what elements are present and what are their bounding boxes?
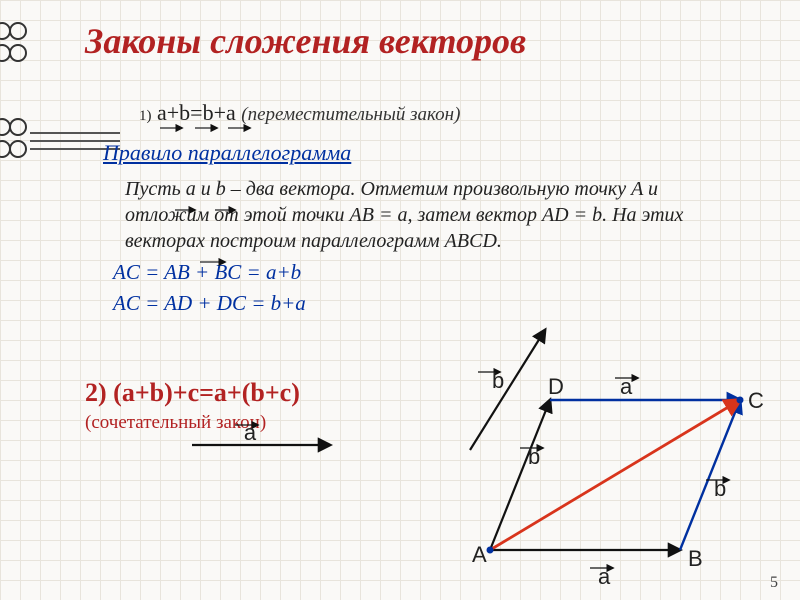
law1-line: 1) a+b=b+a (переместительный закон) [139, 100, 760, 126]
law2-name: (сочетательный закон) [85, 412, 760, 434]
description-text: Пусть a и b – два вектора. Отметим произ… [125, 176, 685, 254]
law1-name: (переместительный закон) [241, 104, 460, 125]
law1-formula: a+b=b+a [157, 100, 236, 125]
equation-1: AC = AB + BC = a+b [113, 260, 760, 285]
law1-number: 1) [139, 108, 152, 124]
equation-2: AC = AD + DC = b+a [113, 291, 760, 316]
law2-formula: 2) (a+b)+c=a+(b+c) [85, 378, 760, 408]
page-title: Законы сложения векторов [85, 20, 760, 62]
slide-number: 5 [770, 574, 778, 592]
rule-heading: Правило параллелограмма [103, 140, 760, 166]
slide-content: Законы сложения векторов 1) a+b=b+a (пер… [0, 0, 800, 434]
